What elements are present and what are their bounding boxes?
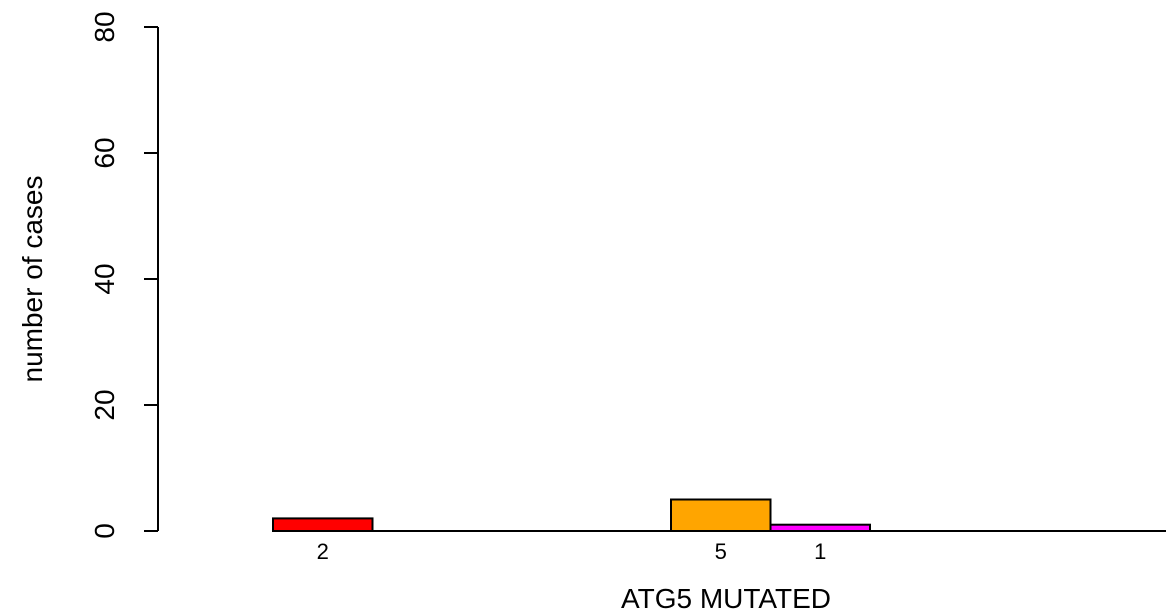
y-tick-label: 20 (89, 389, 120, 420)
bar-value-label: 2 (317, 539, 329, 564)
y-axis: 0 20 40 60 80 (89, 11, 159, 539)
value-labels: 2 5 1 (317, 539, 827, 564)
y-tick-label: 80 (89, 11, 120, 42)
y-tick-label: 0 (89, 523, 120, 539)
bar-value-label: 5 (715, 539, 727, 564)
y-tick-label: 60 (89, 137, 120, 168)
bars-group (272, 498, 871, 533)
bar-value-label: 1 (814, 539, 826, 564)
x-axis-title: ATG5 MUTATED (621, 583, 831, 614)
y-axis-title: number of cases (17, 176, 48, 383)
bar (670, 498, 772, 532)
bar (272, 517, 374, 533)
y-tick-label: 40 (89, 263, 120, 294)
